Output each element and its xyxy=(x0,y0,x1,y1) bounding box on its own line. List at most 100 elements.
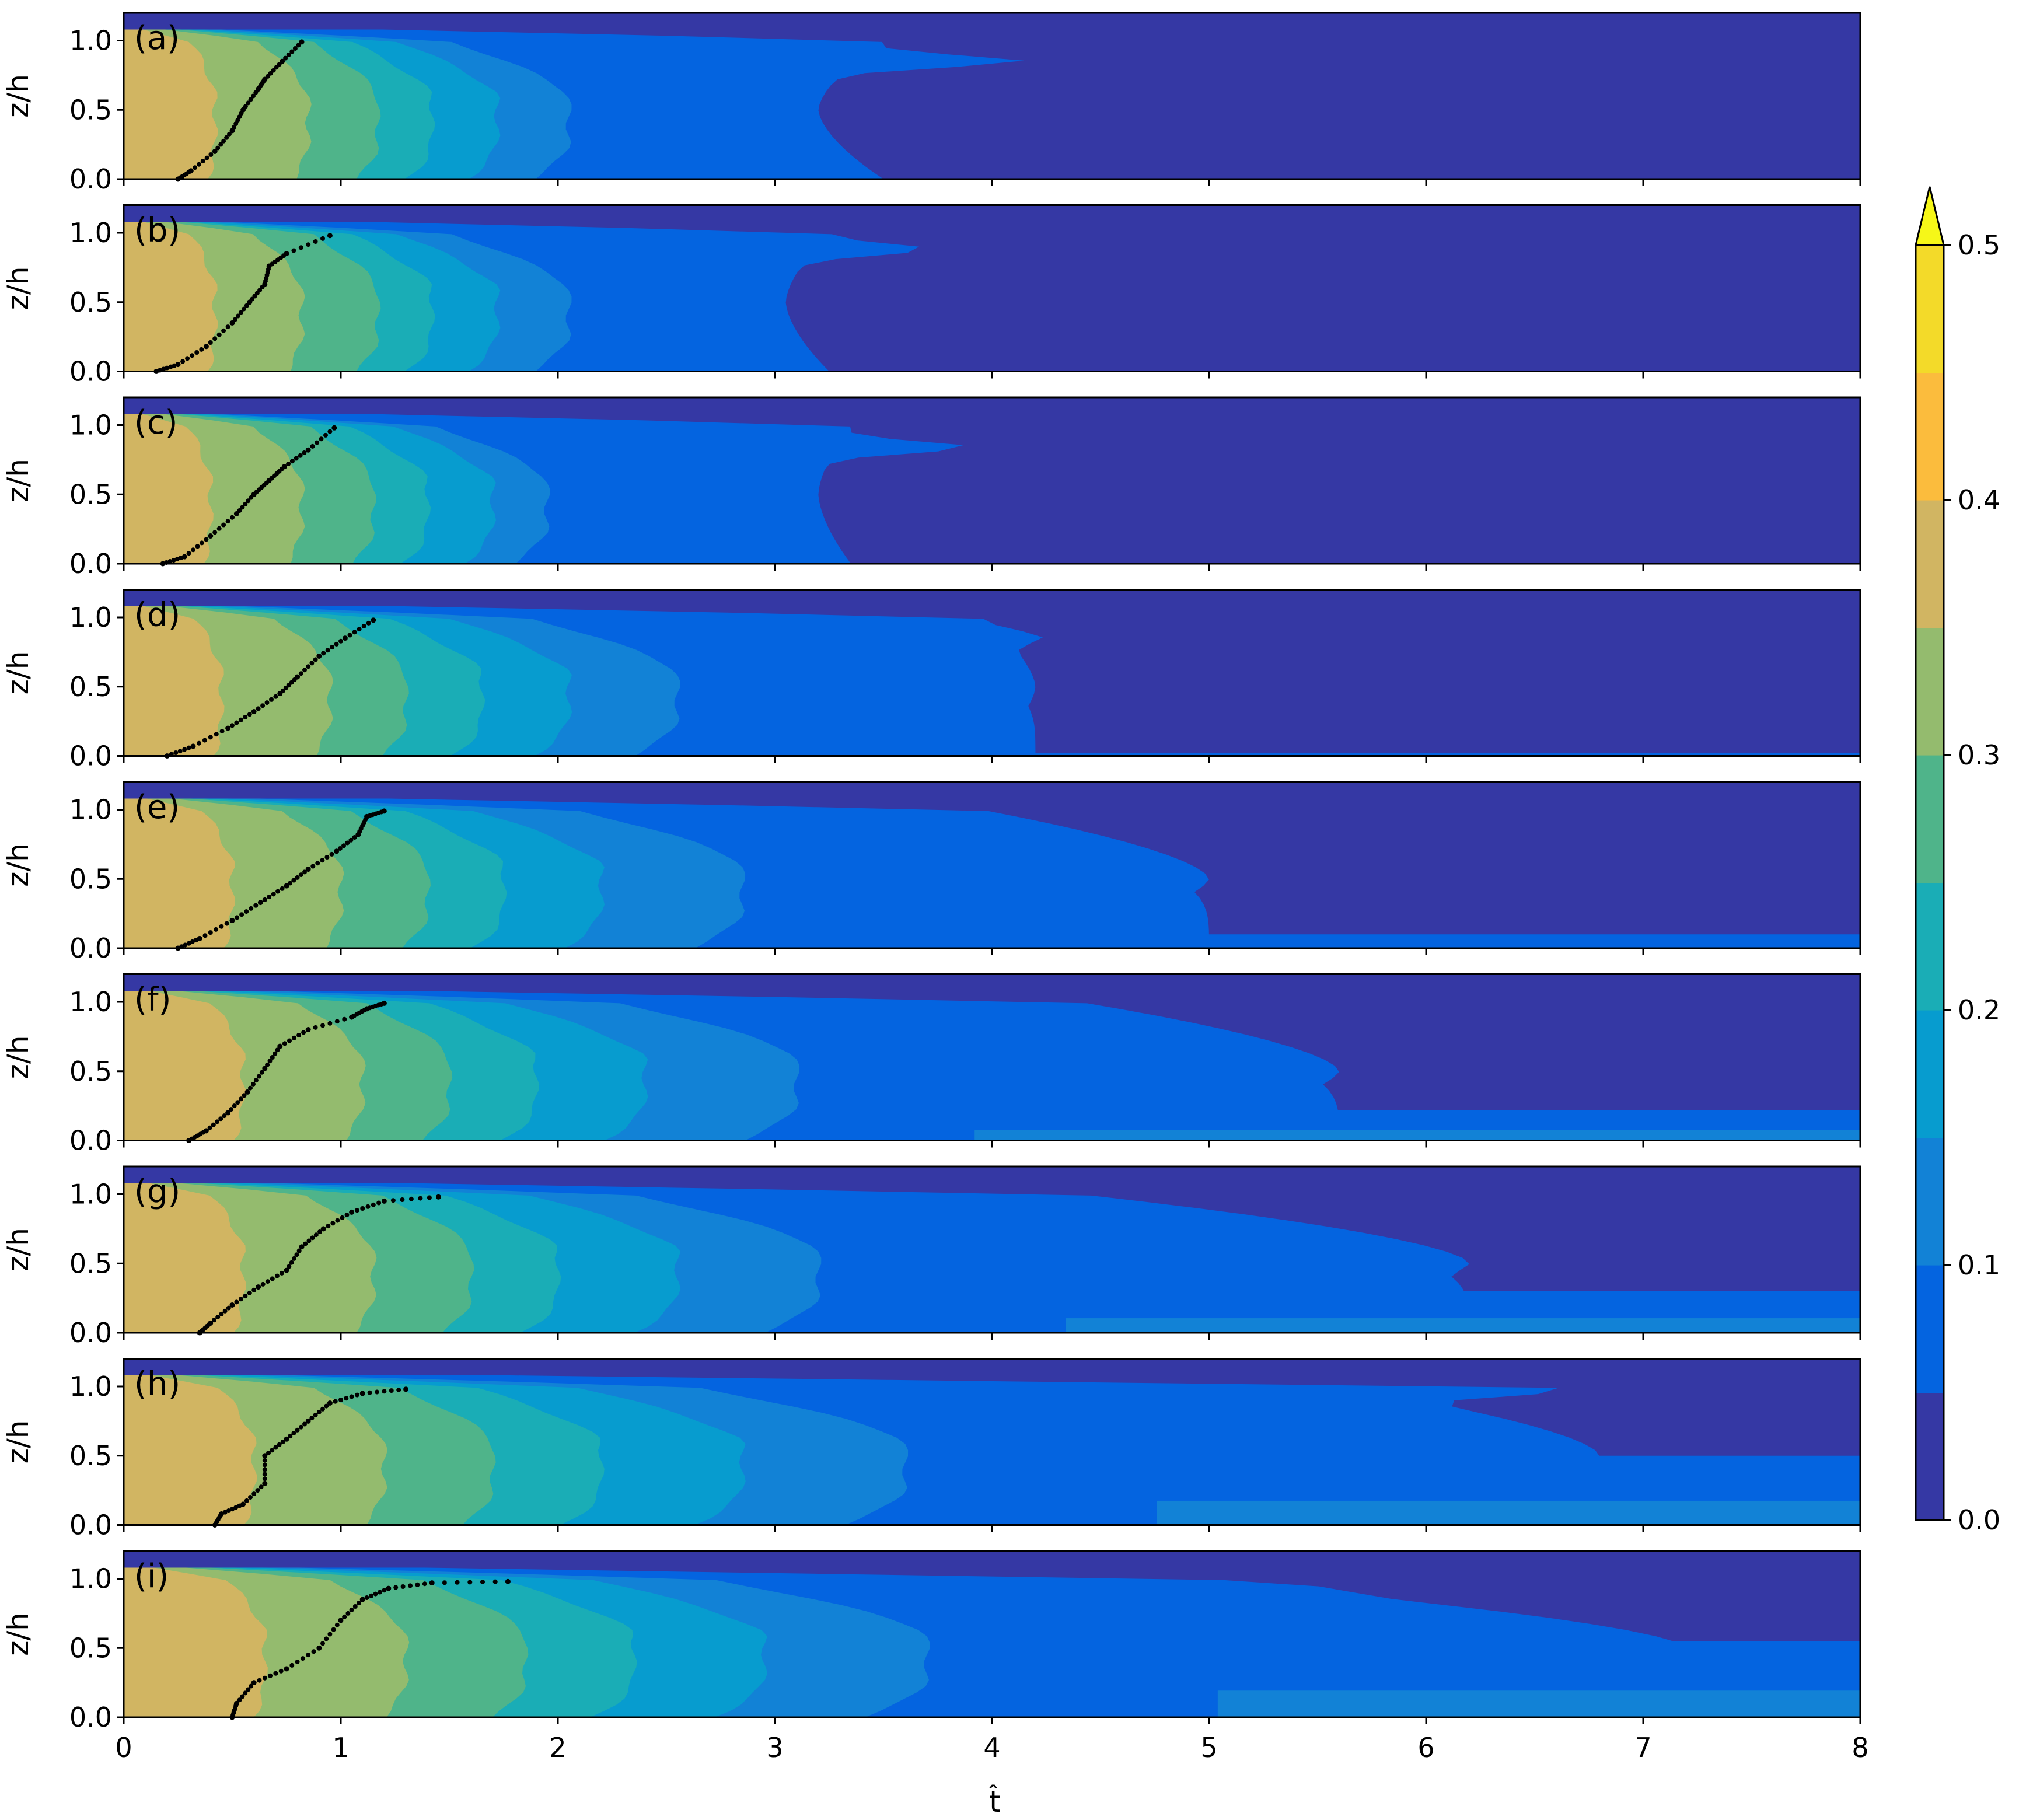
floor-band-inner xyxy=(974,1130,1860,1141)
front-point xyxy=(334,641,339,647)
y-tick-label: 0.5 xyxy=(69,1248,112,1279)
front-point xyxy=(171,558,176,563)
front-point xyxy=(248,1085,253,1091)
front-point xyxy=(301,1030,306,1035)
front-point xyxy=(202,738,207,743)
front-point xyxy=(244,1498,249,1503)
front-point xyxy=(215,1315,221,1320)
front-point xyxy=(280,1440,285,1444)
front-point xyxy=(262,897,267,902)
front-point xyxy=(393,1585,399,1590)
front-point xyxy=(238,1096,243,1102)
contour-band-7 xyxy=(124,222,218,372)
front-point xyxy=(306,242,311,247)
front-point xyxy=(237,508,242,513)
front-point xyxy=(230,1507,235,1512)
front-point xyxy=(221,522,226,528)
colorbar-frame xyxy=(1915,244,1945,1521)
front-point xyxy=(327,1021,333,1026)
front-point xyxy=(222,1113,227,1119)
front-point xyxy=(303,1241,308,1246)
front-point xyxy=(248,97,253,102)
front-point xyxy=(316,1409,322,1414)
front-point xyxy=(354,1208,359,1213)
front-point xyxy=(241,306,246,312)
front-point xyxy=(199,540,204,546)
front-point xyxy=(262,1472,267,1477)
y-axis-label: z/h xyxy=(1,74,35,118)
contour-field xyxy=(124,13,1860,179)
y-axis-label: z/h xyxy=(1,459,35,502)
front-point xyxy=(212,1318,216,1323)
front-point xyxy=(182,747,187,752)
front-point xyxy=(359,1597,365,1602)
front-point xyxy=(316,1645,322,1651)
front-point xyxy=(352,630,357,635)
front-point xyxy=(215,1119,219,1124)
front-point xyxy=(251,709,257,714)
front-point xyxy=(371,617,376,623)
front-point xyxy=(295,1660,300,1664)
front-point xyxy=(244,909,249,914)
front-point xyxy=(260,1281,266,1287)
front-point xyxy=(305,1418,311,1424)
front-point xyxy=(191,547,195,553)
front-point xyxy=(403,1386,409,1392)
front-point xyxy=(408,1583,413,1588)
y-tick-label: 0.5 xyxy=(69,1632,112,1664)
front-point xyxy=(222,1308,228,1314)
front-point xyxy=(306,1238,312,1243)
front-point xyxy=(202,933,208,938)
front-point xyxy=(333,1399,338,1404)
front-point xyxy=(286,683,291,688)
colorbar-segment xyxy=(1916,372,1944,501)
y-axis-label: z/h xyxy=(1,651,35,695)
contour-band-7 xyxy=(124,29,218,179)
x-tick-label: 0 xyxy=(115,1732,132,1763)
y-tick-label: 1.0 xyxy=(69,410,112,441)
front-point xyxy=(208,533,214,539)
front-point xyxy=(233,511,239,516)
front-point xyxy=(193,165,198,170)
front-point xyxy=(295,875,300,880)
y-tick-label: 0.0 xyxy=(69,356,112,387)
front-point xyxy=(168,364,173,369)
front-point xyxy=(234,1299,239,1305)
front-point xyxy=(408,1196,414,1201)
front-point xyxy=(262,1458,267,1463)
panels: 0.0 0.5 1.0 z/h (a) 0.0 0.5 1.0 z/h (b) 0.0 0.5 1.0 z… xyxy=(1,12,1861,1733)
colorbar-segment xyxy=(1916,882,1944,1011)
front-point xyxy=(279,1270,284,1276)
front-point xyxy=(204,155,209,160)
front-point xyxy=(216,332,222,337)
colorbar-segment xyxy=(1916,1010,1944,1138)
panel-label: (i) xyxy=(134,1557,169,1595)
front-point xyxy=(212,149,218,154)
contour-band-7 xyxy=(124,414,214,564)
front-point xyxy=(296,43,301,48)
contour-field xyxy=(124,1551,1860,1717)
panel-d: 0.0 0.5 1.0 z/h (d) xyxy=(1,589,1861,772)
contour-field xyxy=(124,589,1860,756)
panel-i: 0.0 0.5 1.0 z/h (i) xyxy=(1,1550,1861,1733)
front-point xyxy=(298,453,303,458)
front-point xyxy=(340,1215,345,1220)
y-tick-label: 1.0 xyxy=(69,986,112,1018)
colorbar-tick-label: 0.0 xyxy=(1958,1504,2000,1536)
front-point xyxy=(364,1595,369,1600)
panel-f: 0.0 0.5 1.0 z/h (f) xyxy=(1,973,1861,1157)
front-point xyxy=(327,233,333,239)
front-point xyxy=(294,1252,299,1257)
front-point xyxy=(352,1604,358,1609)
front-point xyxy=(225,725,231,731)
y-axis-label: z/h xyxy=(1,1228,35,1271)
front-point xyxy=(284,1436,289,1442)
front-point xyxy=(284,1666,289,1672)
x-tick-label: 1 xyxy=(332,1732,349,1763)
x-axis-label: t̂ xyxy=(989,1784,1001,1819)
front-point xyxy=(280,886,285,891)
front-point xyxy=(262,1476,267,1482)
front-point xyxy=(190,353,195,358)
front-point xyxy=(262,1467,267,1472)
